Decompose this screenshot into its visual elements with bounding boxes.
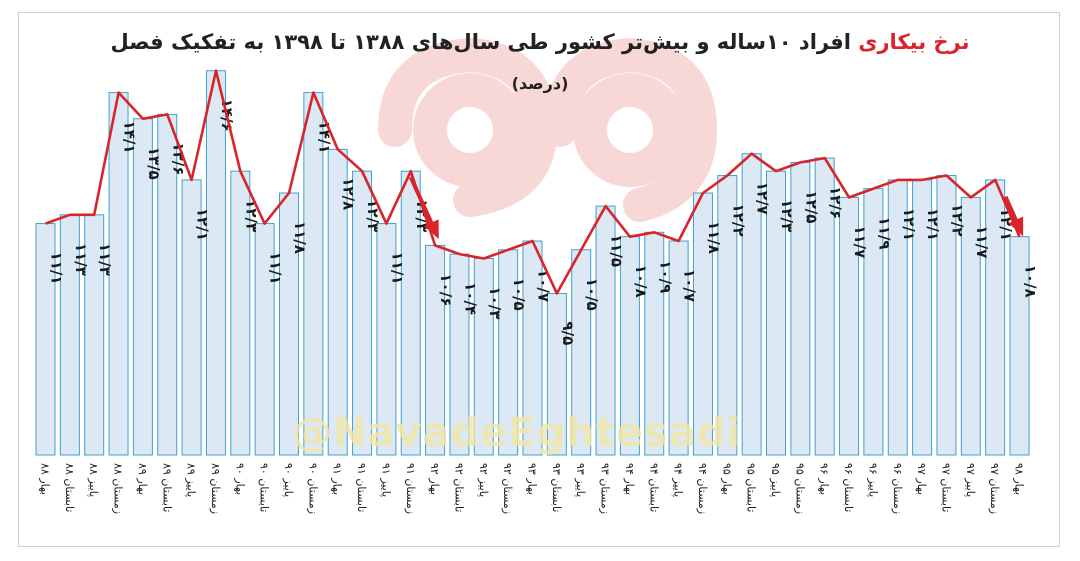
data-label: ۱۱/۳ — [96, 243, 114, 276]
data-label: ۱۲/۱ — [194, 208, 212, 241]
category-label: بهار ۹۲ — [428, 463, 441, 495]
category-label: تابستان ۹۰ — [258, 463, 271, 512]
trend-line — [45, 69, 1021, 295]
data-label: ۱۰/۳ — [486, 287, 504, 320]
category-label: پاییز ۹۰ — [282, 463, 295, 497]
data-label: ۱۰/۵ — [583, 278, 601, 311]
data-label: ۱۱/۱ — [388, 252, 406, 285]
category-label: زمستان ۹۲ — [501, 463, 514, 514]
category-label: بهار ۸۹ — [136, 463, 149, 495]
category-label: پاییز ۹۷ — [964, 463, 977, 497]
data-label: ۱۰/۹ — [656, 260, 674, 293]
title-highlight: نرخ بیکاری — [858, 30, 970, 54]
category-label: پاییز ۸۹ — [185, 463, 198, 497]
data-label: ۱۱/۱ — [267, 252, 285, 285]
category-label: بهار ۹۰ — [233, 463, 246, 495]
data-label: ۱۲/۵ — [802, 190, 820, 223]
data-label: ۱۲/۱ — [924, 208, 942, 241]
data-label: ۱۰/۸ — [1022, 265, 1040, 298]
category-label: تابستان ۸۸ — [63, 463, 76, 512]
category-label: تابستان ۸۹ — [160, 463, 173, 512]
data-label: ۹/۵ — [559, 321, 577, 345]
data-label: ۱۰/۶ — [437, 273, 455, 306]
category-label: بهار ۹۸ — [1013, 463, 1026, 495]
category-label: زمستان ۹۱ — [404, 463, 417, 514]
watermark-handle: @NavadeEghtesadi — [292, 410, 742, 456]
category-label: تابستان ۹۲ — [452, 463, 465, 512]
category-label: بهار ۹۵ — [720, 463, 733, 495]
category-label: پاییز ۹۲ — [477, 463, 490, 497]
data-label: ۱۱/۵ — [608, 234, 626, 267]
data-label: ۱۲/۷ — [754, 182, 772, 215]
data-label: ۱۲/۲ — [948, 204, 966, 237]
data-label: ۱۱/۸ — [705, 221, 723, 254]
category-label: زمستان ۹۷ — [988, 463, 1001, 514]
category-label: تابستان ۹۳ — [550, 463, 563, 512]
data-label: ۱۲/۳ — [242, 199, 260, 232]
chart-subtitle: (درصد) — [511, 74, 569, 93]
category-label: پاییز ۹۱ — [379, 463, 392, 497]
data-label: ۱۱/۳ — [72, 243, 90, 276]
category-label: بهار ۹۳ — [526, 463, 539, 495]
data-label: ۱۲/۶ — [827, 186, 845, 219]
data-label: ۱۲/۱ — [900, 208, 918, 241]
data-label: ۱۱/۸ — [291, 221, 309, 254]
data-label: ۱۰/۷ — [681, 269, 699, 302]
category-label: زمستان ۹۵ — [793, 463, 806, 514]
data-label: ۱۳/۶ — [169, 142, 187, 175]
data-label: ۱۱/۷ — [851, 225, 869, 258]
data-label: ۱۰/۷ — [535, 269, 553, 302]
data-label: ۱۲/۲ — [729, 204, 747, 237]
category-label: زمستان ۸۹ — [209, 463, 222, 514]
category-label: تابستان ۹۵ — [745, 463, 758, 512]
category-label: پاییز ۹۶ — [866, 463, 879, 497]
category-label: پاییز ۹۴ — [672, 463, 685, 497]
category-label: تابستان ۹۷ — [939, 463, 952, 512]
data-label: ۱۰/۸ — [632, 265, 650, 298]
category-label: پاییز ۹۳ — [574, 463, 587, 497]
data-label: ۱۰/۵ — [510, 278, 528, 311]
category-label: بهار ۹۱ — [331, 463, 344, 495]
category-label: زمستان ۹۶ — [891, 463, 904, 514]
arrowhead-icon — [1008, 216, 1024, 237]
data-label: ۱۲/۸ — [340, 177, 358, 210]
category-label: تابستان ۹۶ — [842, 463, 855, 512]
data-label: ۱۴/۱ — [121, 121, 139, 154]
category-label: زمستان ۹۴ — [696, 463, 709, 514]
category-label: پاییز ۸۸ — [87, 463, 100, 497]
data-label: ۱۲/۳ — [364, 199, 382, 232]
data-label: ۱۱/۹ — [875, 217, 893, 250]
watermark-logo — [378, 37, 718, 222]
category-label: بهار ۹۶ — [818, 463, 831, 495]
chart-title: نرخ بیکاری افراد ۱۰ساله و بیش‌تر کشور طی… — [0, 30, 1080, 54]
category-label: بهار ۸۸ — [39, 463, 52, 495]
data-label: ۱۱/۱ — [48, 252, 66, 285]
data-label: ۱۱/۷ — [973, 225, 991, 258]
category-label: تابستان ۹۱ — [355, 463, 368, 512]
arrowhead-icon — [424, 219, 439, 240]
data-label: ۱۰/۴ — [461, 282, 479, 315]
category-label: پاییز ۹۵ — [769, 463, 782, 497]
data-label: ۱۴/۱ — [315, 121, 333, 154]
category-label: تابستان ۹۴ — [647, 463, 660, 512]
category-label: بهار ۹۷ — [915, 463, 928, 495]
category-label: بهار ۹۴ — [623, 463, 636, 495]
category-label: زمستان ۹۳ — [599, 463, 612, 514]
category-label: زمستان ۹۰ — [306, 463, 319, 514]
data-label: ۱۳/۵ — [145, 147, 163, 180]
category-label: زمستان ۸۸ — [112, 463, 125, 514]
data-label: ۱۲/۳ — [778, 199, 796, 232]
title-rest: افراد ۱۰ساله و بیش‌تر کشور طی سال‌های ۱۳… — [110, 30, 859, 54]
